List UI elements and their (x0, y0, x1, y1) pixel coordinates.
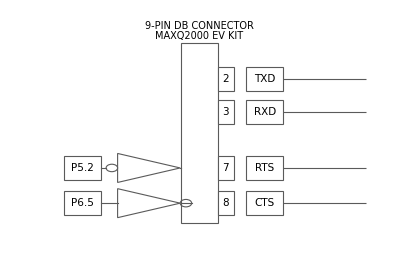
Bar (246, 100, 283, 124)
Text: P6.5: P6.5 (71, 198, 94, 208)
Text: 9-PIN DB CONNECTOR: 9-PIN DB CONNECTOR (145, 21, 254, 31)
Text: RXD: RXD (253, 107, 276, 117)
Bar (246, 67, 283, 91)
Bar (246, 156, 283, 180)
Text: 3: 3 (222, 107, 229, 117)
Text: MAXQ2000 EV KIT: MAXQ2000 EV KIT (155, 31, 243, 41)
Bar (218, 100, 234, 124)
Bar (218, 191, 234, 215)
Bar (246, 191, 283, 215)
Text: RTS: RTS (255, 163, 274, 173)
Text: TXD: TXD (254, 74, 275, 84)
Text: 2: 2 (222, 74, 229, 84)
Text: CTS: CTS (255, 198, 275, 208)
Text: 8: 8 (222, 198, 229, 208)
Text: 7: 7 (222, 163, 229, 173)
Bar (64, 191, 101, 215)
Text: P5.2: P5.2 (71, 163, 94, 173)
Bar (181, 43, 218, 223)
Bar (64, 156, 101, 180)
Bar (218, 67, 234, 91)
Bar (218, 156, 234, 180)
